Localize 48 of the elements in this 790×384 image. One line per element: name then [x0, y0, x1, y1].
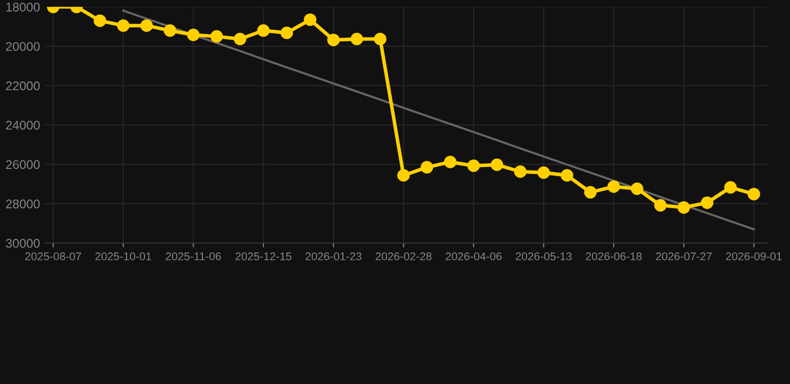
point: [117, 19, 130, 32]
point: [187, 28, 200, 42]
point: [560, 169, 574, 182]
point: [467, 159, 480, 172]
x-tick-label: 2026-06-18: [586, 252, 642, 260]
y-tick-label: 28000: [6, 200, 40, 208]
point: [490, 158, 504, 171]
point: [397, 169, 410, 182]
point: [630, 182, 644, 196]
point: [210, 30, 223, 43]
point: [164, 24, 176, 37]
point: [584, 186, 597, 199]
point: [280, 26, 294, 40]
y-tick-label: 20000: [6, 42, 40, 51]
point: [234, 32, 246, 46]
y-tick-label: 30000: [6, 238, 40, 248]
point: [444, 156, 456, 168]
x-tick-label: 2026-09-01: [726, 252, 782, 260]
x-tick-label: 2025-10-01: [95, 252, 152, 260]
point: [420, 161, 434, 174]
point: [304, 13, 316, 26]
y-tick-label: 24000: [6, 120, 40, 130]
point: [94, 14, 106, 27]
line-series: [122, 10, 755, 230]
x-tick-label: 2025-12-15: [236, 252, 292, 260]
x-tick-label: 2025-11-06: [166, 252, 221, 260]
x-tick-label: 2026-07-27: [656, 252, 712, 260]
x-tick-label: 2026-04-06: [446, 252, 502, 260]
point: [607, 180, 620, 193]
point: [724, 181, 737, 194]
x-tick-label: 2026-01-23: [306, 252, 362, 260]
y-tick-label: 26000: [6, 160, 40, 170]
x-tick-label: 2025-08-07: [25, 252, 82, 260]
point: [514, 165, 527, 178]
point: [374, 32, 386, 46]
y-tick-label: 18000: [6, 2, 40, 12]
point: [327, 34, 340, 46]
y-tick-label: 22000: [6, 81, 40, 90]
point: [140, 19, 153, 32]
x-tick-label: 2026-05-13: [516, 252, 572, 260]
point: [700, 196, 714, 209]
x-tick-label: 2026-02-28: [376, 252, 432, 260]
point: [678, 201, 690, 214]
point: [748, 188, 760, 200]
point: [350, 32, 364, 46]
point: [654, 199, 667, 212]
point: [257, 24, 270, 37]
point: [537, 166, 550, 179]
